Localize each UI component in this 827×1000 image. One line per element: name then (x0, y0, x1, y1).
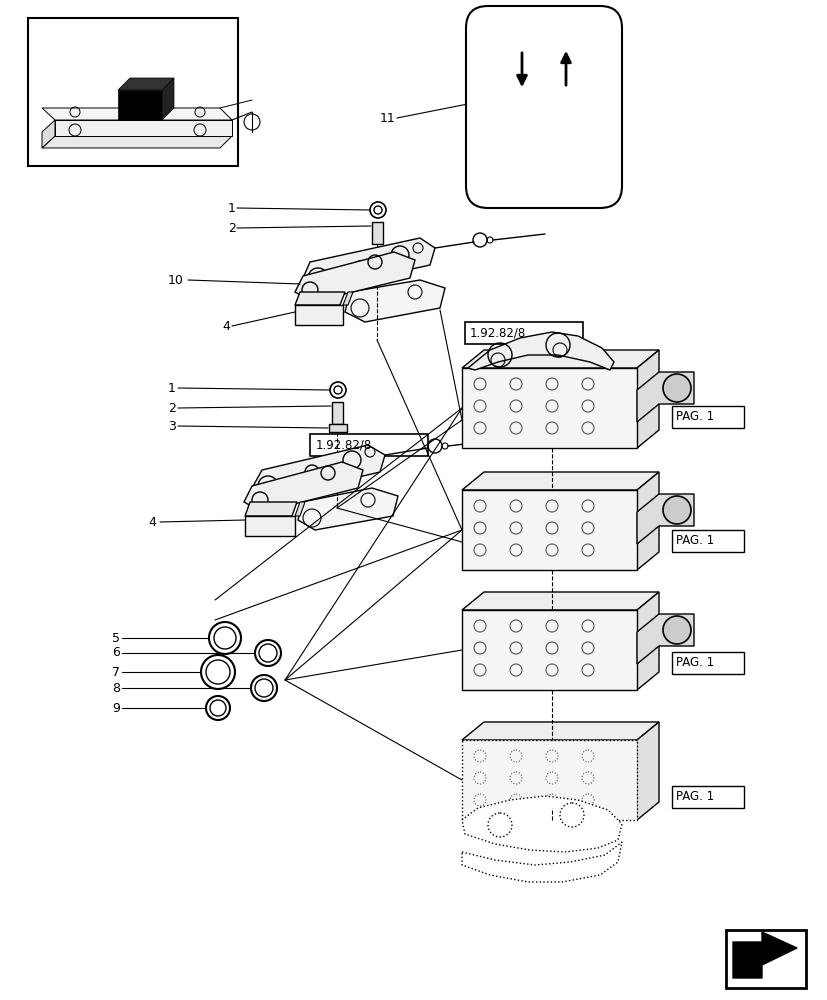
Polygon shape (42, 136, 232, 148)
Polygon shape (636, 722, 658, 820)
Text: PAG. 1: PAG. 1 (675, 410, 713, 424)
Polygon shape (461, 722, 658, 740)
Text: PAG. 1: PAG. 1 (675, 534, 713, 548)
Polygon shape (251, 445, 385, 498)
Polygon shape (461, 842, 621, 882)
Polygon shape (461, 796, 621, 852)
Text: 1.92.82/8: 1.92.82/8 (316, 438, 372, 452)
Polygon shape (294, 292, 345, 305)
Bar (245, 516, 294, 536)
Text: 5: 5 (112, 632, 120, 645)
Polygon shape (245, 502, 297, 516)
Text: 9: 9 (112, 702, 120, 714)
Bar (309, 434, 428, 456)
Text: 4: 4 (222, 320, 230, 332)
Bar (332, 402, 342, 424)
Polygon shape (118, 78, 174, 90)
Bar (461, 740, 636, 820)
Polygon shape (345, 280, 444, 322)
Polygon shape (55, 120, 232, 136)
Bar (672, 406, 743, 428)
Polygon shape (732, 932, 796, 978)
Circle shape (662, 616, 691, 644)
Text: PAG. 1: PAG. 1 (675, 656, 713, 670)
Polygon shape (636, 472, 658, 570)
Polygon shape (636, 614, 693, 664)
Bar (725, 930, 805, 988)
Bar (672, 786, 743, 808)
Polygon shape (244, 462, 362, 512)
FancyBboxPatch shape (466, 6, 621, 208)
Circle shape (662, 374, 691, 402)
Polygon shape (162, 78, 174, 120)
Bar (461, 368, 636, 448)
Polygon shape (461, 472, 658, 490)
Polygon shape (294, 502, 304, 516)
Text: 3: 3 (168, 420, 175, 432)
Bar (672, 530, 743, 552)
Polygon shape (303, 238, 434, 290)
Polygon shape (298, 488, 398, 530)
Polygon shape (636, 372, 693, 422)
Text: 1: 1 (227, 202, 236, 215)
Text: 2: 2 (168, 401, 175, 414)
Text: 8: 8 (112, 682, 120, 694)
Polygon shape (118, 90, 162, 120)
Polygon shape (294, 252, 414, 302)
Circle shape (662, 496, 691, 524)
Text: 11: 11 (380, 112, 395, 125)
Polygon shape (42, 120, 55, 148)
Text: 4: 4 (148, 516, 155, 528)
Polygon shape (636, 592, 658, 690)
Text: PAG. 1: PAG. 1 (675, 790, 713, 803)
Circle shape (518, 98, 525, 106)
Bar (514, 105, 529, 137)
Text: 2: 2 (227, 222, 236, 234)
Polygon shape (636, 494, 693, 544)
Text: 1.92.82/8: 1.92.82/8 (470, 326, 526, 340)
Polygon shape (636, 350, 658, 448)
Bar (371, 222, 383, 244)
Polygon shape (461, 592, 658, 610)
Text: 6: 6 (112, 647, 120, 660)
Text: 10: 10 (168, 273, 184, 286)
Polygon shape (461, 350, 658, 368)
Polygon shape (42, 108, 232, 120)
Polygon shape (342, 292, 352, 305)
Bar (461, 610, 636, 690)
Bar (461, 490, 636, 570)
Text: 1: 1 (168, 381, 175, 394)
Text: 7: 7 (112, 666, 120, 678)
Bar (28, 18, 237, 166)
Bar (672, 652, 743, 674)
Bar (465, 322, 582, 344)
Bar (557, 105, 573, 137)
Polygon shape (467, 332, 614, 370)
Bar (294, 305, 342, 325)
Bar (328, 424, 347, 432)
